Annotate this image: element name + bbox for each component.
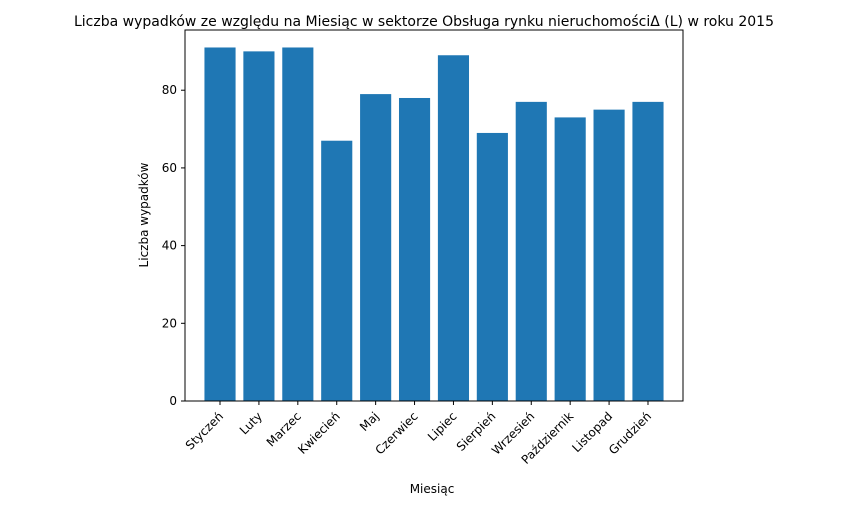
bar-6 (398, 97, 431, 402)
bar-4 (321, 140, 353, 401)
plot-frame (184, 29, 684, 402)
x-axis-label: Miesiąc (410, 482, 455, 496)
bar-1 (204, 47, 236, 401)
bar-11 (593, 109, 625, 402)
x-tick-label: Luty (237, 409, 265, 437)
bar-2 (243, 51, 275, 402)
bar-10 (554, 117, 586, 401)
bar-3 (282, 47, 314, 401)
x-tick-label: Styczeń (183, 409, 226, 452)
bar-5 (360, 94, 392, 401)
x-tick-label: Maj (357, 409, 382, 434)
bars (204, 47, 664, 402)
y-tick-label: 0 (169, 394, 177, 408)
bar-8 (476, 132, 508, 402)
bar-7 (437, 55, 470, 401)
x-tick-label: Kwiecień (295, 409, 343, 457)
y-axis-label: Liczba wypadków (137, 162, 151, 267)
x-tick-label: Grudzień (606, 409, 654, 457)
chart-title: Liczba wypadków ze względu na Miesiąc w … (74, 14, 774, 30)
y-tick-label: 40 (162, 239, 177, 253)
y-tick-label: 80 (162, 83, 177, 97)
x-tick-label: Czerwiec (372, 409, 420, 457)
y-tick-label: 60 (162, 161, 177, 175)
x-tick-label: Lipiec (425, 409, 460, 444)
bar-12 (632, 101, 664, 401)
bar-9 (515, 101, 547, 401)
y-tick-label: 20 (162, 316, 177, 330)
y-axis: 0 20 40 60 80 (162, 83, 185, 408)
